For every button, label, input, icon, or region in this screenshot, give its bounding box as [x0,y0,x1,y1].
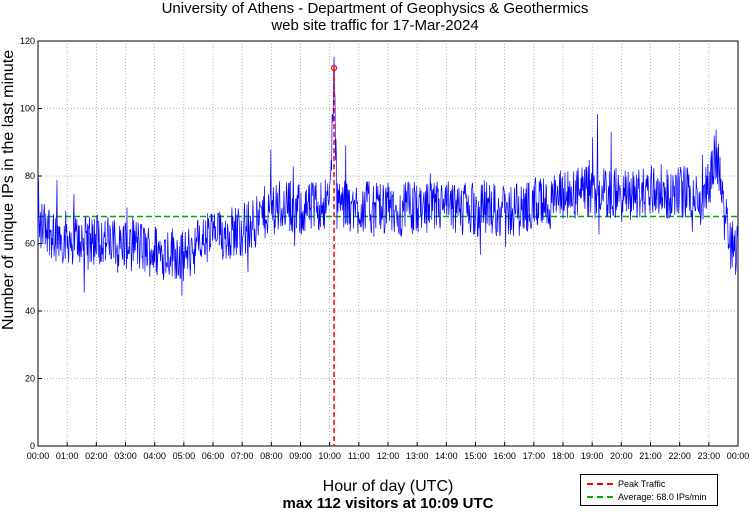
x-tick-label: 03:00 [114,451,137,461]
chart-title: University of Athens - Department of Geo… [161,0,589,17]
legend-peak: Peak Traffic [587,478,665,490]
x-tick-label: 12:00 [377,451,400,461]
x-tick-label: 06:00 [202,451,225,461]
y-axis-label: Number of unique IPs in the last minute [0,49,17,330]
y-tick-label: 80 [25,171,35,181]
x-tick-label: 00:00 [727,451,750,461]
y-tick-label: 60 [25,239,35,249]
x-tick-label: 04:00 [143,451,166,461]
legend: Peak Traffic Average: 68.0 IPs/min [580,474,718,506]
legend-average-label: Average: 68.0 IPs/min [618,492,707,502]
y-tick-label: 0 [30,441,35,451]
x-tick-label: 11:00 [348,451,370,461]
x-tick-label: 17:00 [523,451,546,461]
peak-marker [330,64,338,72]
legend-peak-label: Peak Traffic [618,479,666,489]
traffic-series-line [37,56,739,296]
x-tick-label: 07:00 [231,451,254,461]
x-tick-label: 16:00 [493,451,516,461]
x-tick-label: 02:00 [85,451,108,461]
legend-average-swatch [587,496,613,498]
max-visitors-caption: max 112 visitors at 10:09 UTC [282,495,494,512]
x-tick-label: 18:00 [552,451,575,461]
x-tick-label: 08:00 [260,451,283,461]
x-tick-label: 19:00 [581,451,604,461]
chart-subtitle: web site traffic for 17-Mar-2024 [271,17,479,34]
x-tick-label: 10:00 [318,451,341,461]
x-tick-label: 21:00 [639,451,662,461]
x-tick-label: 14:00 [435,451,458,461]
y-tick-label: 40 [25,306,35,316]
x-tick-label: 22:00 [668,451,691,461]
x-axis-label: Hour of day (UTC) [322,478,454,495]
y-tick-label: 20 [25,374,35,384]
legend-peak-swatch [587,483,613,485]
x-tick-label: 09:00 [289,451,312,461]
x-tick-label: 00:00 [27,451,50,461]
x-tick-label: 15:00 [464,451,487,461]
y-tick-label: 100 [20,104,35,114]
x-tick-label: 20:00 [610,451,633,461]
x-tick-label: 13:00 [406,451,429,461]
y-tick-label: 120 [20,36,35,46]
legend-average: Average: 68.0 IPs/min [587,491,706,503]
x-tick-label: 05:00 [173,451,196,461]
x-tick-label: 23:00 [698,451,721,461]
x-tick-label: 01:00 [56,451,79,461]
